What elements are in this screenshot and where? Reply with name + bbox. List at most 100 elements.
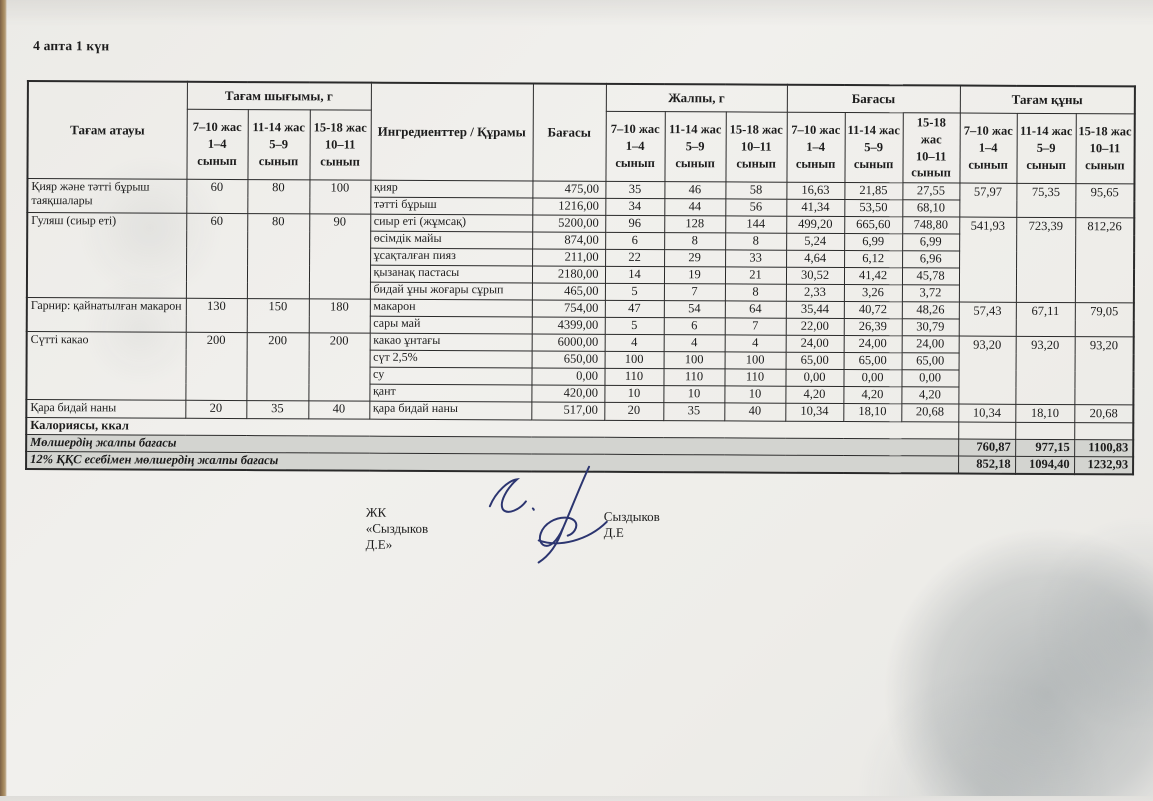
ingredient-price-cell: 20,68 (901, 403, 959, 423)
total-grams-cell: 8 (664, 232, 726, 250)
total-grams-cell: 100 (604, 351, 664, 369)
total-grams-cell: 56 (725, 198, 787, 217)
total-grams-cell: 8 (725, 232, 787, 251)
ingredient-name-cell: сүт 2,5% (369, 350, 532, 368)
ingredient-name-cell: бидай ұны жоғары сұрып (369, 282, 532, 300)
unit-price-cell: 754,00 (531, 299, 605, 318)
dish-column-header: Тағам атауы (27, 80, 187, 180)
price-age-col-1: 7–10 жас 1–4 сынып (786, 112, 845, 183)
output-grams-cell: 150 (246, 298, 309, 333)
calories-empty-cell (1074, 422, 1134, 440)
total-grams-cell: 144 (725, 215, 787, 234)
ingredient-name-cell: қызанақ пастасы (369, 265, 533, 283)
menu-table-body: Қияр және тәтті бұрыш таяқшалары 60 80 100 қ… (26, 178, 1135, 475)
ingredient-name-cell: су (369, 367, 532, 385)
ingredient-price-cell: 10,34 (785, 403, 844, 422)
dish-cost-cell: 93,20 (958, 336, 1016, 405)
total-grams-cell: 6 (605, 232, 665, 250)
dish-cost-cell: 57,97 (959, 183, 1017, 218)
price-group-header: Бағасы (786, 84, 960, 114)
ingredient-price-cell: 22,00 (785, 318, 844, 336)
total-grams-cell: 58 (725, 181, 787, 200)
ingredient-price-cell: 24,00 (785, 335, 844, 353)
ingredient-name-cell: сары май (369, 316, 532, 334)
ingredient-price-cell: 0,00 (901, 369, 959, 388)
total-grams-cell: 64 (724, 300, 786, 319)
signature-company-label: ЖК «Сыздыков Д.Е» (365, 504, 429, 552)
unit-price-cell: 465,00 (531, 282, 605, 301)
total-grams-cell: 34 (605, 198, 665, 216)
total-grams-cell: 46 (664, 181, 726, 199)
dish-cost-cell: 20,68 (1074, 404, 1134, 423)
total-grams-cell: 7 (724, 317, 786, 336)
output-age-col-2: 11-14 жас 5–9 сынып (247, 109, 310, 180)
output-grams-cell: 60 (185, 213, 248, 299)
output-grams-cell: 40 (308, 400, 370, 420)
total-grams-cell: 100 (724, 351, 786, 370)
ingredient-price-cell: 748,80 (902, 216, 960, 235)
total-grams-cell: 128 (664, 215, 726, 233)
cost-age-col-2: 11-14 жас 5–9 сынып (1016, 113, 1076, 184)
ingredient-price-cell: 4,20 (785, 386, 844, 404)
output-age-col-1: 7–10 жас 1–4 сынып (186, 109, 248, 180)
dish-name-cell: Сүтті какао (26, 331, 186, 401)
price-age-col-2: 11-14 жас 5–9 сынып (844, 112, 903, 183)
total-age-col-2: 11-14 жас 5–9 сынып (664, 111, 726, 182)
total-grams-cell: 110 (663, 368, 725, 386)
unit-price-cell: 420,00 (531, 384, 605, 403)
ingredient-price-cell: 30,79 (901, 318, 959, 337)
ingredient-name-cell: ұсақталған пияз (370, 248, 533, 266)
output-grams-cell: 60 (186, 179, 248, 214)
ingredient-price-cell: 3,72 (901, 284, 960, 303)
page-title: 4 апта 1 күн (33, 38, 110, 54)
output-grams-cell: 90 (308, 213, 371, 300)
total-value-cell: 1232,93 (1074, 456, 1134, 475)
dish-cost-cell: 75,35 (1016, 183, 1076, 218)
ingredient-name-cell: қияр (370, 180, 533, 198)
dish-cost-cell: 723,39 (1015, 217, 1076, 303)
ingredient-price-cell: 665,60 (844, 216, 903, 234)
total-age-col-1: 7–10 жас 1–4 сынып (605, 111, 665, 182)
ingredient-price-cell: 40,72 (843, 301, 902, 319)
output-grams-cell: 80 (247, 179, 310, 214)
total-value-cell: 977,15 (1015, 439, 1075, 457)
menu-table: Тағам атауы Тағам шығымы, г Ингредиентте… (25, 79, 1137, 476)
ingredient-price-cell: 3,26 (843, 284, 903, 302)
total-grams-cell: 100 (663, 351, 725, 369)
ingredient-price-cell: 0,00 (843, 369, 902, 387)
output-grams-cell: 20 (185, 400, 247, 419)
total-value-cell: 1100,83 (1074, 439, 1134, 457)
total-grams-cell: 22 (605, 249, 665, 267)
total-grams-cell: 54 (663, 300, 725, 318)
ingredient-name-cell: қант (369, 384, 532, 402)
ingredient-price-cell: 499,20 (786, 216, 845, 234)
ingredient-price-cell: 16,63 (786, 182, 845, 200)
total-age-col-3: 15-18 жас 10–11 сынып (725, 111, 787, 183)
ingredient-price-cell: 6,96 (902, 250, 960, 269)
unit-price-cell: 6000,00 (531, 333, 605, 352)
dish-cost-cell: 93,20 (1074, 336, 1134, 405)
dish-cost-cell: 67,11 (1015, 302, 1075, 337)
ingredient-price-cell: 21,85 (844, 182, 903, 200)
ingredient-name-cell: какао ұнтағы (369, 333, 532, 351)
ingredient-price-cell: 45,78 (902, 267, 960, 286)
total-value-cell: 1094,40 (1015, 456, 1075, 475)
ingredient-price-cell: 65,00 (901, 352, 959, 371)
handwritten-signature (488, 465, 608, 564)
dish-cost-cell: 95,65 (1075, 183, 1135, 218)
ingredient-price-cell: 26,39 (843, 318, 902, 336)
unit-price-cell: 1216,00 (532, 197, 606, 216)
total-grams-cell: 33 (725, 249, 787, 268)
total-grams-cell: 5 (604, 283, 664, 301)
ingredient-name-cell: қара бидай наны (369, 401, 532, 420)
calories-empty-cell (1015, 422, 1075, 440)
ingredient-price-cell: 4,20 (843, 386, 902, 404)
output-age-col-3: 15-18 жас 10–11 сынып (309, 109, 371, 181)
unit-price-cell: 475,00 (532, 180, 606, 199)
dish-cost-cell: 79,05 (1074, 302, 1134, 337)
ingredient-name-cell: өсімдік майы (370, 231, 533, 249)
dish-cost-cell: 541,93 (958, 217, 1017, 303)
output-grams-cell: 80 (246, 213, 310, 299)
dish-cost-cell: 10,34 (958, 404, 1016, 423)
